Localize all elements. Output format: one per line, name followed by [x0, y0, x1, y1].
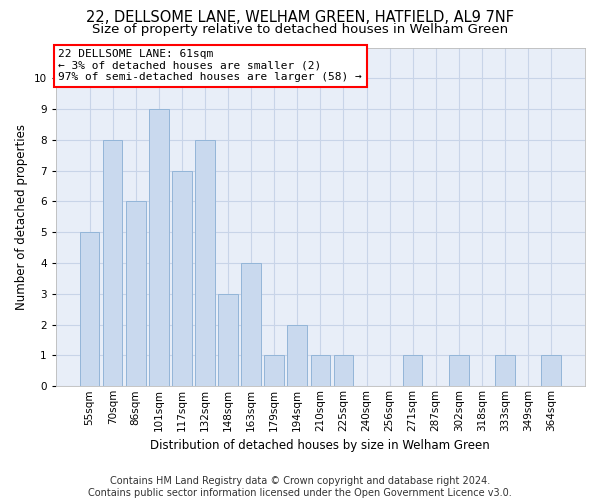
- Bar: [403, 356, 422, 386]
- Y-axis label: Number of detached properties: Number of detached properties: [15, 124, 28, 310]
- Bar: [172, 170, 191, 386]
- Bar: [495, 356, 515, 386]
- Text: 22 DELLSOME LANE: 61sqm
← 3% of detached houses are smaller (2)
97% of semi-deta: 22 DELLSOME LANE: 61sqm ← 3% of detached…: [58, 49, 362, 82]
- Bar: [241, 263, 261, 386]
- Bar: [287, 324, 307, 386]
- Bar: [311, 356, 330, 386]
- Bar: [449, 356, 469, 386]
- Bar: [195, 140, 215, 386]
- Bar: [80, 232, 100, 386]
- Bar: [334, 356, 353, 386]
- Bar: [149, 109, 169, 386]
- X-axis label: Distribution of detached houses by size in Welham Green: Distribution of detached houses by size …: [151, 440, 490, 452]
- Text: 22, DELLSOME LANE, WELHAM GREEN, HATFIELD, AL9 7NF: 22, DELLSOME LANE, WELHAM GREEN, HATFIEL…: [86, 10, 514, 25]
- Bar: [103, 140, 122, 386]
- Text: Contains HM Land Registry data © Crown copyright and database right 2024.
Contai: Contains HM Land Registry data © Crown c…: [88, 476, 512, 498]
- Bar: [126, 202, 146, 386]
- Bar: [265, 356, 284, 386]
- Text: Size of property relative to detached houses in Welham Green: Size of property relative to detached ho…: [92, 22, 508, 36]
- Bar: [218, 294, 238, 386]
- Bar: [541, 356, 561, 386]
